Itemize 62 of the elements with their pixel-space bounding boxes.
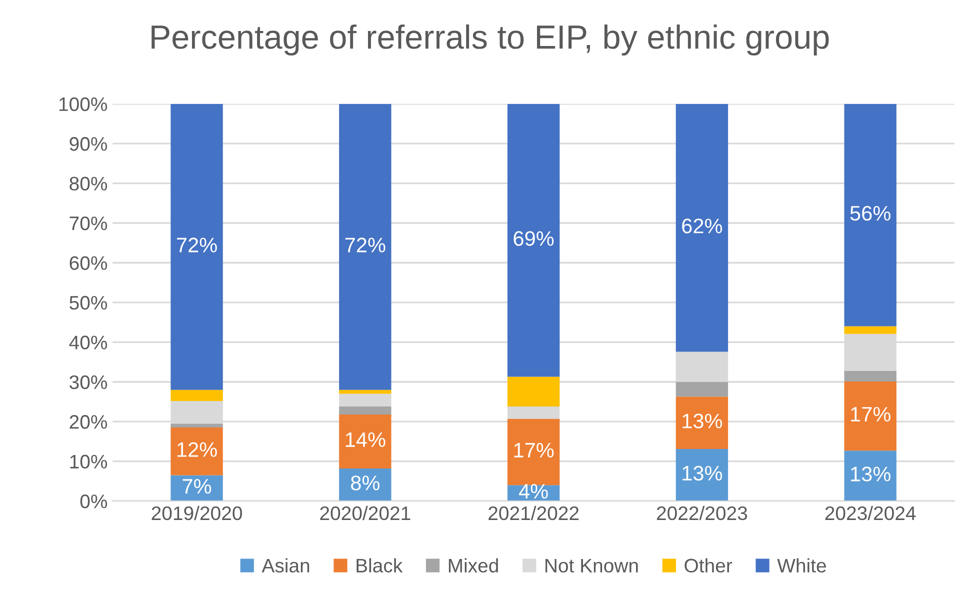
bar xyxy=(844,104,896,326)
data-label: 12% xyxy=(178,442,217,457)
bar xyxy=(339,104,392,390)
data-label: 14% xyxy=(346,432,386,447)
bar xyxy=(339,390,392,394)
bar xyxy=(170,428,223,476)
data-label: 72% xyxy=(345,238,386,252)
x-tick-label: 2020/2021 xyxy=(320,506,410,520)
bar xyxy=(676,104,728,352)
bar xyxy=(170,390,223,401)
data-label: 69% xyxy=(514,231,554,246)
bar xyxy=(170,424,223,428)
legend-label: White xyxy=(777,558,826,573)
y-tick-label: 40% xyxy=(69,336,108,350)
bar xyxy=(507,406,560,419)
y-tick-label: 100% xyxy=(59,97,108,112)
bar xyxy=(507,376,560,406)
data-label: 17% xyxy=(851,406,890,422)
bar xyxy=(507,104,560,377)
y-tick-label: 90% xyxy=(70,137,108,151)
bar xyxy=(844,381,896,451)
bar xyxy=(676,396,728,449)
chart-title: Percentage of referrals to EIP, by ethnic group xyxy=(152,24,829,56)
bar xyxy=(339,406,392,414)
bar xyxy=(170,475,223,502)
data-label: 56% xyxy=(850,206,890,221)
bar xyxy=(170,104,223,390)
data-label: 8% xyxy=(351,476,380,490)
bar xyxy=(339,468,392,502)
data-label: 72% xyxy=(177,238,217,252)
y-tick-label: 50% xyxy=(70,296,108,310)
bar xyxy=(676,448,728,502)
x-tick-label: 2021/2022 xyxy=(488,506,579,520)
legend-label: Black xyxy=(356,558,403,573)
data-label: 13% xyxy=(682,414,722,428)
data-label: 13% xyxy=(682,466,722,481)
data-label: 7% xyxy=(182,479,212,494)
legend-label: Asian xyxy=(262,558,310,573)
bar xyxy=(507,418,560,486)
data-label: 4% xyxy=(518,484,548,499)
bar xyxy=(339,414,392,468)
x-tick-label: 2022/2023 xyxy=(656,506,748,520)
y-tick-label: 0% xyxy=(80,494,108,508)
data-label: 62% xyxy=(682,218,722,234)
y-tick-label: 70% xyxy=(70,216,108,230)
data-label: 13% xyxy=(851,466,890,482)
data-label: 17% xyxy=(514,442,554,458)
bar xyxy=(844,326,896,334)
bar xyxy=(844,370,896,382)
legend-label: Not Known xyxy=(546,558,638,573)
x-tick-label: 2019/2020 xyxy=(152,506,242,520)
y-tick-label: 10% xyxy=(70,454,108,469)
legend-label: Mixed xyxy=(448,558,498,573)
x-tick-label: 2023/2024 xyxy=(825,506,916,520)
bar xyxy=(676,382,728,397)
legend-label: Other xyxy=(684,558,732,573)
bar xyxy=(844,450,896,502)
bar xyxy=(339,394,392,406)
y-tick-label: 80% xyxy=(70,176,108,191)
y-tick-label: 60% xyxy=(70,256,108,270)
y-tick-label: 30% xyxy=(70,375,108,390)
y-tick-label: 20% xyxy=(70,415,108,429)
